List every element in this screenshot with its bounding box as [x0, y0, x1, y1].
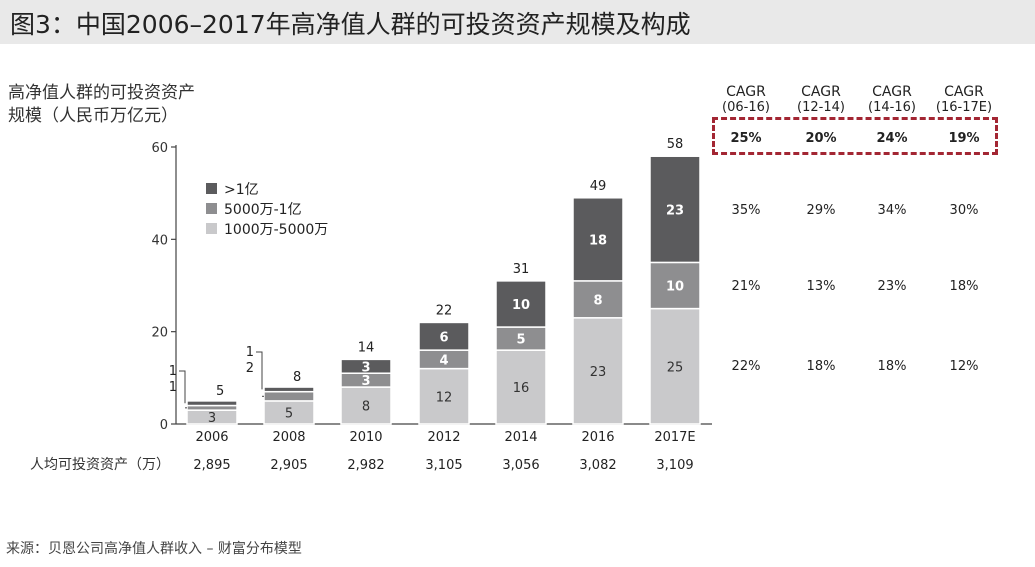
legend-swatch — [206, 203, 217, 214]
data-label: 5 — [285, 406, 293, 421]
y-axis-label-line1: 高净值人群的可投资资产 — [8, 83, 195, 103]
cagr-value: 24% — [876, 131, 907, 146]
cagr-highlight-box — [712, 117, 998, 155]
data-label: 8 — [362, 400, 370, 415]
data-label: 4 — [439, 353, 448, 368]
callout-label: 1 — [246, 345, 254, 360]
y-tick-label: 40 — [151, 233, 168, 248]
x-tick-label: 2006 — [195, 430, 228, 445]
cagr-value: 20% — [805, 131, 836, 146]
x-tick-label: 2010 — [349, 430, 382, 445]
per-capita-value: 3,105 — [425, 458, 462, 473]
legend-swatch — [206, 183, 217, 194]
x-tick-label: 2016 — [581, 430, 614, 445]
data-label: 6 — [439, 330, 448, 345]
data-label: 3 — [361, 360, 370, 375]
total-label: 8 — [293, 370, 301, 385]
total-label: 49 — [590, 179, 607, 194]
bar-segment — [572, 197, 624, 282]
cagr-value: 18% — [950, 279, 979, 294]
data-label: 23 — [666, 203, 684, 218]
per-capita-value: 3,109 — [656, 458, 693, 473]
data-label: 12 — [436, 390, 453, 405]
bar-segment — [186, 400, 238, 407]
total-label: 31 — [513, 262, 530, 277]
cagr-value: 25% — [730, 131, 761, 146]
bar-segment — [340, 358, 392, 374]
x-tick-label: 2014 — [504, 430, 537, 445]
total-label: 58 — [667, 137, 684, 152]
x-tick-label: 2008 — [272, 430, 305, 445]
cagr-header-period: (06-16) — [722, 100, 770, 115]
y-axis-label-line2: 规模（人民币万亿元） — [8, 106, 178, 126]
bar-segment — [649, 155, 701, 264]
legend-label: >1亿 — [224, 182, 259, 198]
callout-line — [179, 370, 186, 404]
cagr-header: CAGR — [944, 84, 984, 100]
cagr-value: 35% — [732, 203, 761, 218]
callout-label: 2 — [246, 361, 254, 376]
cagr-header: CAGR — [801, 84, 841, 100]
cagr-value: 12% — [950, 359, 979, 374]
bar-segment — [263, 390, 315, 402]
cagr-header: CAGR — [872, 84, 912, 100]
callout-line — [256, 351, 263, 390]
x-tick-label: 2012 — [427, 430, 460, 445]
bar-segment — [572, 317, 624, 425]
source-note: 来源：贝恩公司高净值人群收入 – 财富分布模型 — [6, 541, 302, 557]
x-tick-label: 2017E — [654, 430, 695, 445]
data-label: 3 — [361, 374, 370, 389]
title-bar: 图3：中国2006–2017年高净值人群的可投资资产规模及构成 — [0, 0, 1035, 44]
cagr-value: 30% — [950, 203, 979, 218]
data-label: 18 — [589, 233, 607, 248]
bar-segment — [263, 386, 315, 393]
y-tick-label: 20 — [151, 326, 168, 341]
bar-segment — [495, 280, 547, 328]
legend-label: 5000万-1亿 — [224, 202, 302, 218]
total-label: 22 — [436, 303, 453, 318]
cagr-value: 22% — [732, 359, 761, 374]
legend-swatch — [206, 223, 217, 234]
cagr-value: 21% — [732, 279, 761, 294]
chart-title: 图3：中国2006–2017年高净值人群的可投资资产规模及构成 — [10, 10, 691, 39]
data-label: 25 — [667, 360, 684, 375]
bar-segment — [418, 321, 470, 351]
data-label: 23 — [590, 365, 607, 380]
total-label: 14 — [358, 340, 375, 355]
bar-segment — [418, 367, 470, 425]
data-label: 3 — [208, 411, 216, 426]
cagr-value: 18% — [807, 359, 836, 374]
callout-label: 1 — [169, 364, 177, 379]
per-capita-value: 2,895 — [193, 458, 230, 473]
cagr-header-period: (12-14) — [797, 100, 845, 115]
per-capita-value: 2,905 — [270, 458, 307, 473]
total-label: 5 — [216, 384, 224, 399]
cagr-header-period: (14-16) — [868, 100, 916, 115]
legend-label: 1000万-5000万 — [224, 222, 328, 238]
y-tick-label: 0 — [160, 418, 168, 433]
cagr-header-period: (16-17E) — [936, 100, 992, 115]
y-axis-label: 高净值人群的可投资资产 规模（人民币万亿元） — [8, 82, 195, 128]
per-capita-label: 人均可投资资产（万） — [30, 457, 170, 473]
data-label: 8 — [593, 293, 602, 308]
cagr-value: 23% — [878, 279, 907, 294]
per-capita-value: 3,056 — [502, 458, 539, 473]
bar-segment — [649, 261, 701, 310]
callout-label: 1 — [169, 380, 177, 395]
data-label: 10 — [666, 280, 684, 295]
per-capita-value: 2,982 — [347, 458, 384, 473]
cagr-value: 13% — [807, 279, 836, 294]
per-capita-value: 3,082 — [579, 458, 616, 473]
y-tick-label: 60 — [151, 141, 168, 156]
cagr-value: 29% — [807, 203, 836, 218]
data-label: 5 — [516, 333, 525, 348]
data-label: 10 — [512, 298, 530, 313]
cagr-header: CAGR — [726, 84, 766, 100]
cagr-value: 19% — [948, 131, 979, 146]
cagr-value: 18% — [878, 359, 907, 374]
data-label: 16 — [513, 381, 530, 396]
cagr-value: 34% — [878, 203, 907, 218]
